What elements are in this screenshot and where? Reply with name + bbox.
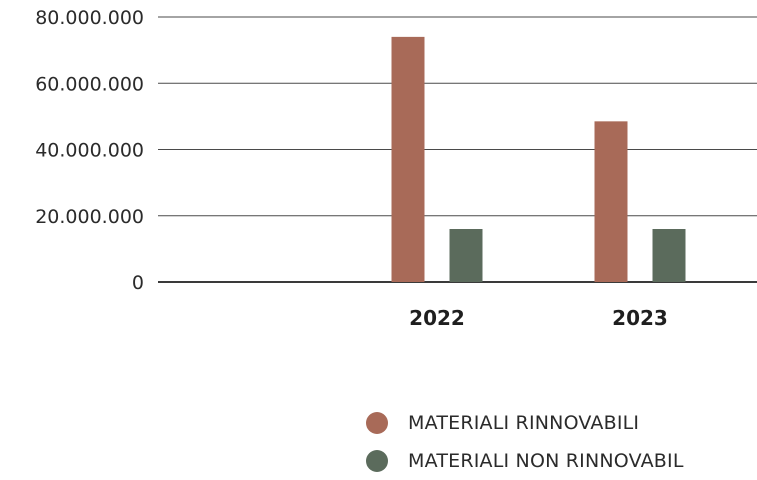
x-axis-category-labels: 2022 2023 [409,306,668,330]
y-tick-label: 40.000.000 [35,140,144,162]
bar-renewable-2023 [594,121,628,282]
bar-non-renewable-2022 [449,229,483,282]
bar-chart: 0 20.000.000 40.000.000 60.000.000 80.000.00… [35,7,757,330]
legend: MATERIALI RINNOVABILI MATERIALI NON RINN… [366,404,757,480]
y-tick-label: 0 [132,272,144,294]
bars [391,36,686,282]
legend-marker-non-renewable [366,450,388,472]
y-tick-label: 20.000.000 [35,206,144,228]
x-category-label: 2022 [409,306,465,330]
x-category-label: 2023 [612,306,668,330]
legend-item-non-renewable: MATERIALI NON RINNOVABIL [366,442,757,480]
legend-item-renewable: MATERIALI RINNOVABILI [366,404,757,442]
legend-label-renewable: MATERIALI RINNOVABILI [408,412,640,434]
y-tick-label: 60.000.000 [35,73,144,95]
y-axis-tick-labels: 0 20.000.000 40.000.000 60.000.000 80.000.00… [35,7,144,294]
y-tick-label: 80.000.000 [35,7,144,29]
bar-non-renewable-2023 [652,229,686,282]
bar-renewable-2022 [391,36,425,282]
legend-marker-renewable [366,412,388,434]
legend-label-non-renewable: MATERIALI NON RINNOVABIL [408,450,684,472]
